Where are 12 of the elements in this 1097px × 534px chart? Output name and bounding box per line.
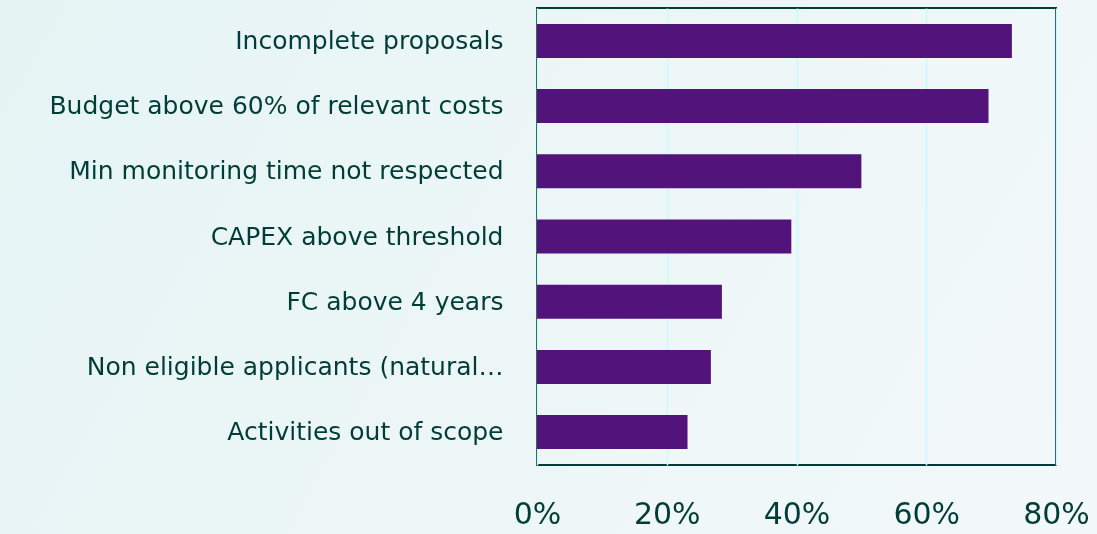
y-tick-label: Non eligible applicants (natural… bbox=[86, 351, 504, 381]
y-tick-label: Budget above 60% of relevant costs bbox=[49, 91, 504, 121]
x-tick-label: 0% bbox=[513, 495, 562, 531]
y-tick-label: Min monitoring time not respected bbox=[69, 156, 504, 186]
y-tick-label: FC above 4 years bbox=[286, 286, 504, 316]
y-tick-label: Activities out of scope bbox=[227, 417, 504, 447]
y-tick-label: CAPEX above threshold bbox=[210, 221, 504, 251]
y-tick-label: Incomplete proposals bbox=[235, 25, 504, 55]
x-tick-label: 60% bbox=[893, 495, 961, 531]
x-tick-label: 80% bbox=[1023, 495, 1090, 531]
x-tick-label: 40% bbox=[763, 495, 831, 531]
x-tick-label: 20% bbox=[633, 495, 701, 531]
